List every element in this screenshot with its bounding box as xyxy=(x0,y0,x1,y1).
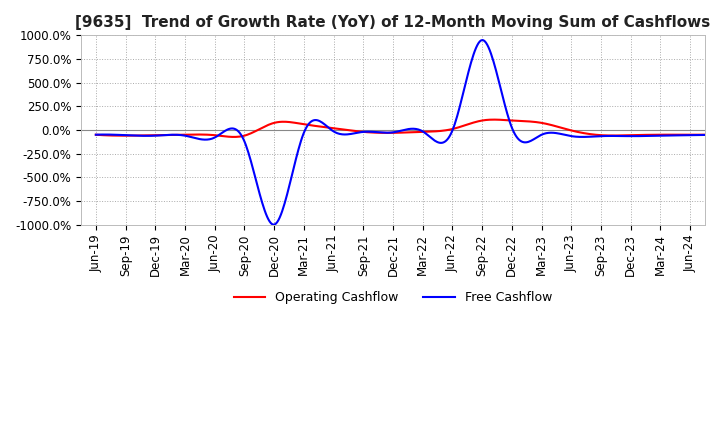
Operating Cashflow xyxy=(703,132,711,137)
Operating Cashflow xyxy=(91,132,100,137)
Operating Cashflow xyxy=(389,130,397,136)
Free Cashflow xyxy=(91,132,100,137)
Operating Cashflow xyxy=(606,133,614,138)
Title: [9635]  Trend of Growth Rate (YoY) of 12-Month Moving Sum of Cashflows: [9635] Trend of Growth Rate (YoY) of 12-… xyxy=(76,15,711,30)
Free Cashflow xyxy=(716,132,720,137)
Operating Cashflow xyxy=(229,134,238,139)
Operating Cashflow xyxy=(489,117,498,122)
Free Cashflow xyxy=(269,222,278,227)
Free Cashflow xyxy=(464,69,473,74)
Free Cashflow xyxy=(703,132,711,138)
Free Cashflow xyxy=(431,138,439,143)
Free Cashflow xyxy=(389,130,397,135)
Operating Cashflow xyxy=(464,121,473,127)
Line: Free Cashflow: Free Cashflow xyxy=(96,40,720,225)
Legend: Operating Cashflow, Free Cashflow: Operating Cashflow, Free Cashflow xyxy=(229,286,557,309)
Operating Cashflow xyxy=(716,132,720,137)
Operating Cashflow xyxy=(393,130,402,136)
Free Cashflow xyxy=(478,37,487,43)
Operating Cashflow xyxy=(431,129,439,134)
Free Cashflow xyxy=(393,129,402,134)
Free Cashflow xyxy=(606,133,614,139)
Line: Operating Cashflow: Operating Cashflow xyxy=(96,120,720,137)
